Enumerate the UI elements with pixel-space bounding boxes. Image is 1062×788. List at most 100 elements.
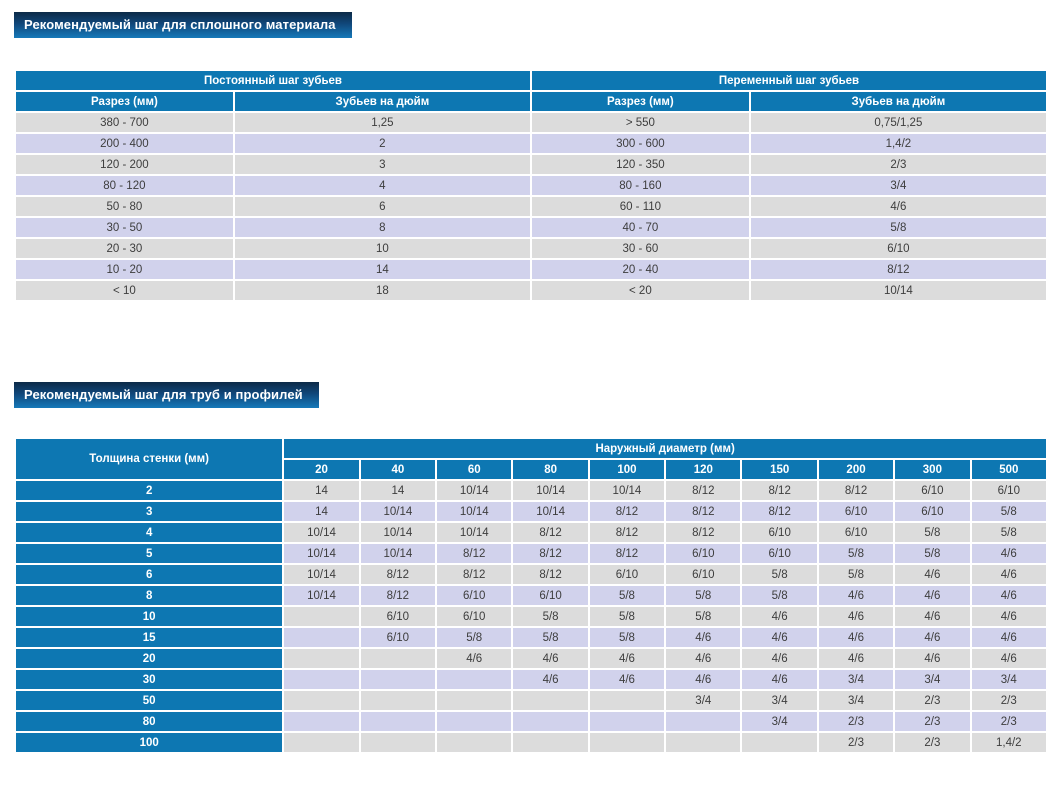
pipe-table-cell xyxy=(282,626,361,649)
pipe-table-cell: 8/12 xyxy=(435,563,514,586)
pipe-table-cell: 10/14 xyxy=(511,479,590,502)
pipe-table-row: 50 3/4 3/4 3/4 2/3 2/3 xyxy=(13,689,1049,712)
wall-thickness-cell: 3 xyxy=(13,500,285,523)
pipe-table-cell: 5/8 xyxy=(587,605,667,628)
solid-table-cell: 18 xyxy=(232,279,532,302)
solid-table-row: 30 - 50 8 40 - 70 5/8 xyxy=(14,216,1049,239)
wall-thickness-cell: 15 xyxy=(13,626,285,649)
pipe-table-cell: 10/14 xyxy=(435,479,514,502)
pipe-table-cell xyxy=(587,689,667,712)
pipe-table-head: Толщина стенки (мм) Наружный диаметр (мм… xyxy=(13,437,1049,481)
pipe-table-cell: 2/3 xyxy=(893,710,972,733)
pipe-table-cell: 4/6 xyxy=(587,647,667,670)
pipe-table-cell: 5/8 xyxy=(587,626,667,649)
pipe-table-cell xyxy=(282,647,361,670)
solid-table-row: 120 - 200 3 120 - 350 2/3 xyxy=(14,153,1049,176)
pipe-table-cell: 8/12 xyxy=(664,479,743,502)
pipe-table-cell xyxy=(358,689,438,712)
solid-table-cell: 80 - 160 xyxy=(529,174,751,197)
pipe-table-cell: 8/12 xyxy=(587,542,667,565)
pipe-table-cell: 5/8 xyxy=(969,521,1049,544)
pipe-table-cell: 6/10 xyxy=(969,479,1049,502)
pipe-table-cell: 8/12 xyxy=(587,500,667,523)
solid-table-cell: 3 xyxy=(232,153,532,176)
pipe-table-cell: 6/10 xyxy=(511,584,590,607)
wall-thickness-cell: 20 xyxy=(13,647,285,670)
wall-thickness-cell: 80 xyxy=(13,710,285,733)
pipe-table-cell: 5/8 xyxy=(664,605,743,628)
solid-table-cell: 10/14 xyxy=(748,279,1049,302)
pipe-table-row: 15 6/10 5/8 5/8 5/8 4/6 4/6 4/6 4/6 4/6 xyxy=(13,626,1049,649)
solid-group-header-row: Постоянный шаг зубьев Переменный шаг зуб… xyxy=(14,69,1049,92)
pipe-table-cell: 3/4 xyxy=(816,689,896,712)
solid-table-cell: 10 xyxy=(232,237,532,260)
pipe-table-cell: 6/10 xyxy=(587,563,667,586)
solid-table-cell: 50 - 80 xyxy=(14,195,235,218)
solid-table-cell: 6 xyxy=(232,195,532,218)
pipe-table-cell xyxy=(435,689,514,712)
pipe-table-cell: 6/10 xyxy=(358,605,438,628)
solid-table-cell: 8 xyxy=(232,216,532,239)
pipe-table-cell: 10/14 xyxy=(358,542,438,565)
solid-table-cell: > 550 xyxy=(529,111,751,134)
pipe-table-row: 20 4/6 4/6 4/6 4/6 4/6 4/6 4/6 4/6 xyxy=(13,647,1049,670)
pipe-table-cell xyxy=(587,710,667,733)
pipe-table-cell: 5/8 xyxy=(435,626,514,649)
wall-thickness-cell: 5 xyxy=(13,542,285,565)
pipe-table-row: 100 2/3 2/3 1,4/2 xyxy=(13,731,1049,754)
pipes-profiles-table: Толщина стенки (мм) Наружный диаметр (мм… xyxy=(13,437,1049,754)
pipe-table-cell: 6/10 xyxy=(435,605,514,628)
solid-table-row: 50 - 80 6 60 - 110 4/6 xyxy=(14,195,1049,218)
pipe-table-cell: 6/10 xyxy=(435,584,514,607)
wall-thickness-cell: 4 xyxy=(13,521,285,544)
group-header-constant-pitch: Постоянный шаг зубьев xyxy=(14,69,532,92)
solid-table-cell: 4 xyxy=(232,174,532,197)
solid-table-cell: 30 - 50 xyxy=(14,216,235,239)
solid-table-row: 380 - 700 1,25 > 550 0,75/1,25 xyxy=(14,111,1049,134)
pipe-table-cell: 6/10 xyxy=(358,626,438,649)
pipe-table-cell: 8/12 xyxy=(587,521,667,544)
pipe-table-cell: 3/4 xyxy=(664,689,743,712)
solid-table-cell: < 10 xyxy=(14,279,235,302)
wall-thickness-cell: 10 xyxy=(13,605,285,628)
pipe-table-cell: 10/14 xyxy=(511,500,590,523)
pipe-table-cell: 8/12 xyxy=(740,500,819,523)
pipe-table-cell: 3/4 xyxy=(740,710,819,733)
solid-table-cell: 380 - 700 xyxy=(14,111,235,134)
pipe-table-cell: 2/3 xyxy=(893,689,972,712)
pipe-table-row: 2 14 14 10/14 10/14 10/14 8/12 8/12 8/12 6/10 6/10 xyxy=(13,479,1049,502)
pipe-table-cell xyxy=(282,605,361,628)
wall-thickness-cell: 100 xyxy=(13,731,285,754)
solid-table-cell: 6/10 xyxy=(748,237,1049,260)
pipe-table-cell: 8/12 xyxy=(740,479,819,502)
pipe-table-cell xyxy=(435,668,514,691)
pipe-table-cell: 4/6 xyxy=(740,605,819,628)
solid-table-cell: 0,75/1,25 xyxy=(748,111,1049,134)
solid-table-cell: < 20 xyxy=(529,279,751,302)
pipe-table-cell: 6/10 xyxy=(893,500,972,523)
solid-col-header-row: Разрез (мм) Зубьев на дюйм Разрез (мм) З… xyxy=(14,90,1049,113)
pipe-table-row: 80 3/4 2/3 2/3 2/3 xyxy=(13,710,1049,733)
pipe-table-cell: 10/14 xyxy=(435,500,514,523)
pipe-table-cell: 4/6 xyxy=(816,584,896,607)
pipe-table-cell xyxy=(282,668,361,691)
pipe-table-cell: 2/3 xyxy=(893,731,972,754)
pipe-table-cell: 4/6 xyxy=(511,668,590,691)
pipe-table-cell: 5/8 xyxy=(587,584,667,607)
pipe-table-cell: 4/6 xyxy=(816,626,896,649)
pipe-table-cell xyxy=(282,731,361,754)
pipe-table-cell: 6/10 xyxy=(740,542,819,565)
pipe-table-cell xyxy=(358,668,438,691)
pipe-table-row: 10 6/10 6/10 5/8 5/8 5/8 4/6 4/6 4/6 4/6 xyxy=(13,605,1049,628)
pipe-table-cell: 4/6 xyxy=(893,584,972,607)
pipe-table-cell: 10/14 xyxy=(358,500,438,523)
pipe-table-cell: 8/12 xyxy=(358,584,438,607)
pipe-table-cell: 8/12 xyxy=(511,563,590,586)
pipe-table-cell: 6/10 xyxy=(664,542,743,565)
col-header-cut-mm-left: Разрез (мм) xyxy=(14,90,235,113)
col-header-tpi-right: Зубьев на дюйм xyxy=(748,90,1049,113)
solid-table-row: 10 - 20 14 20 - 40 8/12 xyxy=(14,258,1049,281)
pipe-table-cell: 14 xyxy=(282,500,361,523)
pipe-table-cell: 4/6 xyxy=(740,647,819,670)
pipe-table-cell xyxy=(511,710,590,733)
